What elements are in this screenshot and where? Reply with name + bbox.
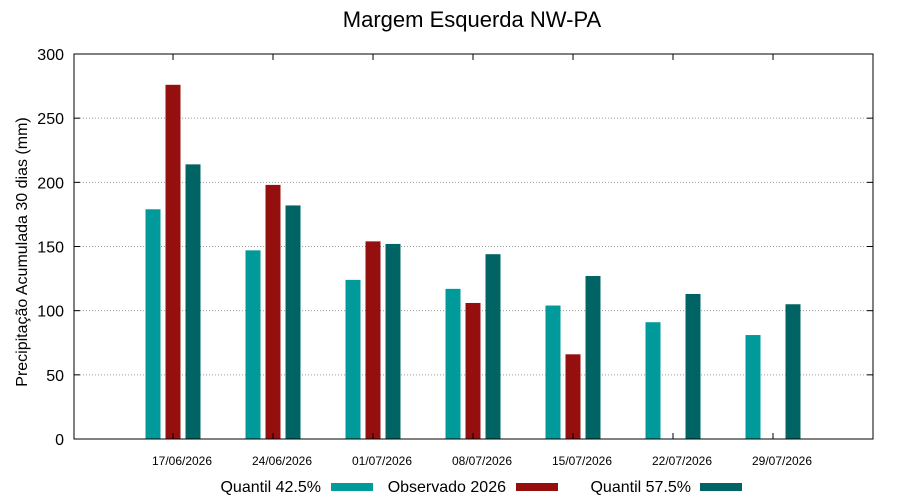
bar xyxy=(285,205,301,439)
legend: Quantil 42.5% Observado 2026 Quantil 57.5% xyxy=(220,479,742,496)
y-tick-label: 200 xyxy=(37,175,64,192)
bar xyxy=(165,84,181,440)
bar xyxy=(465,302,481,439)
bar xyxy=(245,250,261,439)
y-tick-label: 300 xyxy=(37,47,64,64)
x-tick-label: 01/07/2026 xyxy=(352,454,412,468)
y-axis: 0 50 100 150 200 250 300 xyxy=(37,47,873,449)
legend-label: Quantil 42.5% xyxy=(220,479,321,496)
bars xyxy=(145,84,801,440)
bar xyxy=(385,243,401,439)
bar xyxy=(545,305,561,439)
bar xyxy=(185,164,201,439)
bar xyxy=(785,304,801,439)
bar xyxy=(485,254,501,439)
bar xyxy=(685,293,701,439)
bar xyxy=(265,184,281,439)
bar xyxy=(745,335,761,439)
x-tick-label: 15/07/2026 xyxy=(552,454,612,468)
bar xyxy=(585,276,601,439)
y-axis-label: Precipitação Acumulada 30 dias (mm) xyxy=(14,117,31,386)
legend-swatch xyxy=(331,483,373,491)
bar xyxy=(445,288,461,439)
legend-label: Observado 2026 xyxy=(388,479,506,496)
bar xyxy=(345,279,361,439)
y-tick-label: 100 xyxy=(37,304,64,321)
y-tick-label: 0 xyxy=(55,432,64,449)
x-tick-label: 08/07/2026 xyxy=(452,454,512,468)
x-axis: 17/06/2026 24/06/2026 01/07/2026 08/07/2026… xyxy=(152,54,812,468)
legend-label: Quantil 57.5% xyxy=(590,479,691,496)
chart-title: Margem Esquerda NW-PA xyxy=(343,7,602,32)
bar xyxy=(565,354,581,439)
y-tick-label: 150 xyxy=(37,240,64,257)
bar xyxy=(145,209,161,439)
y-tick-label: 50 xyxy=(46,368,64,385)
legend-swatch xyxy=(516,483,558,491)
x-tick-label: 17/06/2026 xyxy=(152,454,212,468)
x-tick-label: 22/07/2026 xyxy=(652,454,712,468)
y-tick-label: 250 xyxy=(37,111,64,128)
legend-swatch xyxy=(700,483,742,491)
bar xyxy=(365,241,381,439)
x-tick-label: 24/06/2026 xyxy=(252,454,312,468)
bar xyxy=(645,322,661,439)
x-tick-label: 29/07/2026 xyxy=(752,454,812,468)
